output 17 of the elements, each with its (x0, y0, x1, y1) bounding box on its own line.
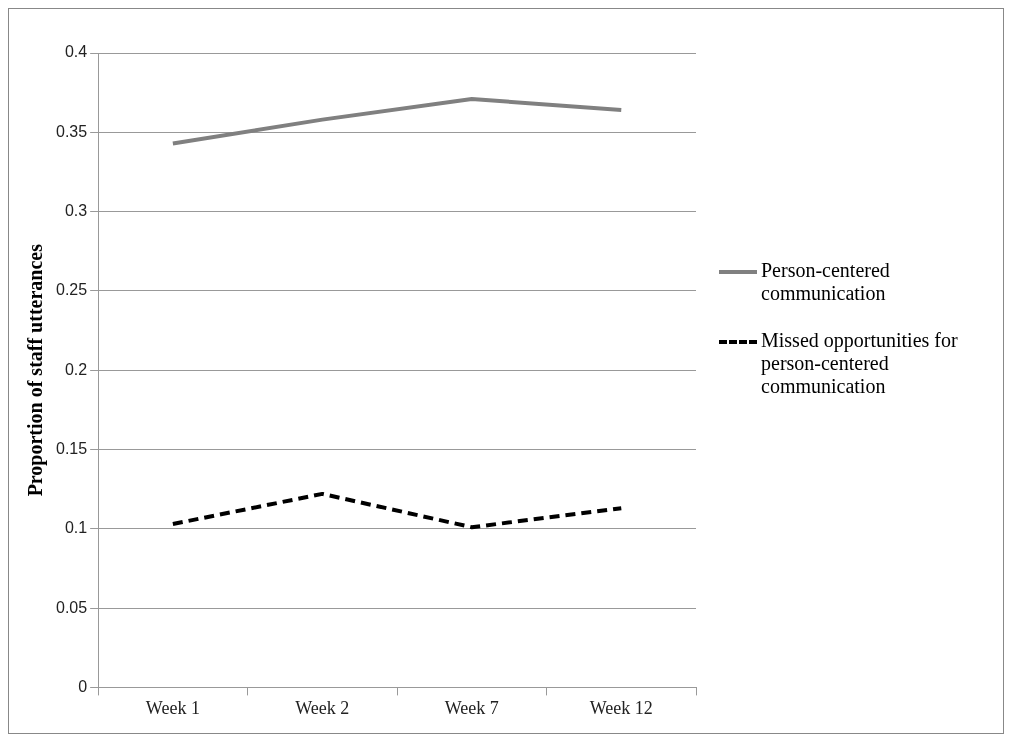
x-tick-label: Week 2 (295, 697, 350, 718)
legend-label: Person-centered communication (761, 259, 891, 305)
y-tick-label: 0 (78, 677, 88, 695)
x-tick-label: Week 12 (589, 697, 653, 718)
line-series (170, 491, 624, 530)
x-tick-label: Week 7 (444, 697, 499, 718)
y-tick-label: 0.3 (64, 202, 88, 220)
y-axis-title: Proportion of staff utterances (24, 243, 48, 497)
legend-label: Missed opportunities for person-centered communication (761, 329, 959, 398)
y-tick-label: 0.4 (64, 43, 88, 61)
x-tick-label: Week 1 (145, 697, 200, 718)
y-tick-label: 0.25 (56, 281, 88, 299)
y-tick-label: 0.2 (64, 360, 88, 378)
y-tick-label: 0.15 (56, 439, 88, 457)
y-tick-label: 0.05 (56, 598, 88, 616)
y-tick-label: 0.35 (56, 122, 88, 140)
y-tick-label: 0.1 (64, 519, 88, 537)
